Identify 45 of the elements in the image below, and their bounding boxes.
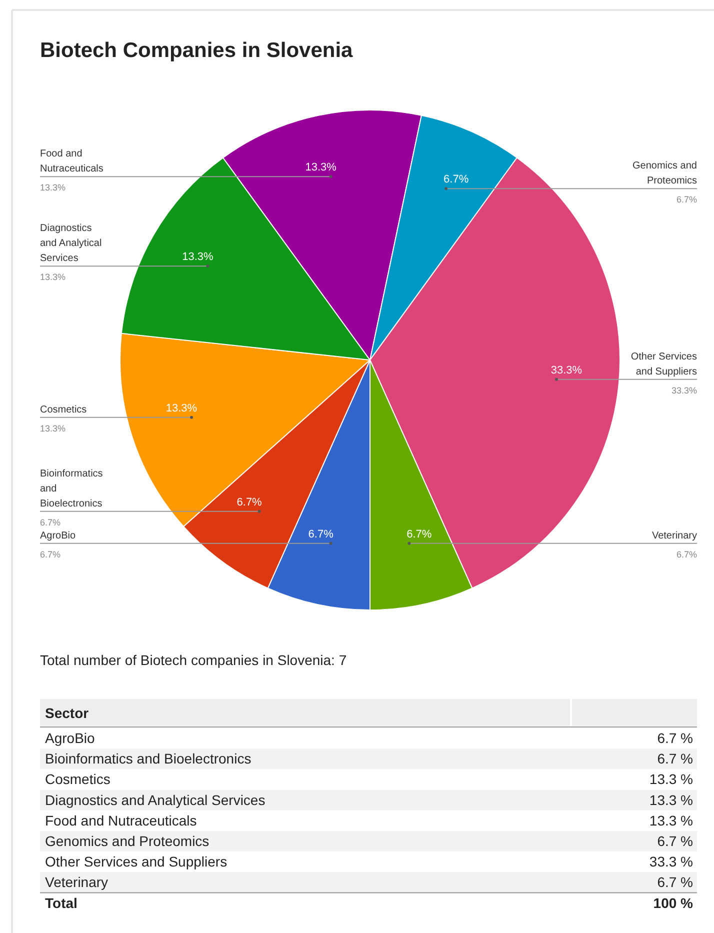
category-label: Genomics and Proteomics bbox=[45, 833, 210, 849]
text: 100 % bbox=[653, 894, 693, 911]
slice-label: Diagnostics and Analytical Services bbox=[40, 223, 102, 264]
slice-label: Veterinary bbox=[652, 530, 697, 542]
data-label: 6.7% bbox=[236, 496, 262, 508]
data-label: 13.3% bbox=[182, 251, 214, 264]
category-label: Bioinformatics and Bioelectronics bbox=[45, 750, 252, 767]
data-label: 13.3% bbox=[166, 402, 198, 414]
data-label: 13.3% bbox=[305, 162, 337, 174]
slice-label: AgroBio bbox=[40, 530, 76, 542]
slice-label: Food and Nutraceuticals bbox=[40, 148, 104, 175]
text: 6.7% bbox=[40, 517, 61, 528]
text: 13.3% bbox=[40, 182, 66, 193]
slice-label: Genomics and Proteomics bbox=[632, 160, 697, 187]
slice-label: Cosmetics bbox=[40, 404, 87, 416]
category-label: Other Services and Suppliers bbox=[45, 854, 228, 870]
category-label: Food and Nutraceuticals bbox=[45, 812, 197, 828]
text: 6.7% bbox=[40, 549, 61, 560]
text: 33.3 % bbox=[649, 854, 693, 870]
text: 6.7 % bbox=[657, 874, 693, 890]
category-label: Cosmetics bbox=[45, 771, 110, 788]
text: 13.3 % bbox=[649, 792, 693, 808]
text: Total number of Biotech companies in Slovenia: 7 bbox=[40, 652, 347, 668]
data-label: 33.3% bbox=[550, 364, 582, 376]
slice-label: Bioinformatics and Bioelectronics bbox=[40, 468, 103, 510]
text: 13.3% bbox=[40, 272, 66, 282]
data-label: 6.7% bbox=[406, 528, 432, 540]
category-label: Diagnostics and Analytical Services bbox=[45, 792, 266, 808]
slice-label: Other Services and Suppliers bbox=[630, 351, 697, 378]
legend-title: Sector bbox=[45, 705, 90, 721]
text: 6.7% bbox=[676, 194, 697, 205]
chart-title: Biotech Companies in Slovenia bbox=[40, 39, 354, 62]
text: 13.3 % bbox=[649, 812, 693, 828]
data-label: 6.7% bbox=[444, 174, 469, 186]
text: 13.3% bbox=[40, 423, 66, 434]
text: 6.7 % bbox=[657, 750, 693, 767]
text: 6.7 % bbox=[657, 730, 693, 746]
category-label: Total bbox=[45, 894, 78, 911]
text: 33.3% bbox=[671, 385, 697, 396]
text: 6.7% bbox=[676, 549, 697, 560]
text: 13.3 % bbox=[649, 771, 693, 788]
text: 6.7 % bbox=[657, 833, 693, 849]
data-label: 6.7% bbox=[308, 528, 334, 540]
category-label: AgroBio bbox=[45, 730, 96, 746]
category-label: Veterinary bbox=[45, 874, 108, 890]
